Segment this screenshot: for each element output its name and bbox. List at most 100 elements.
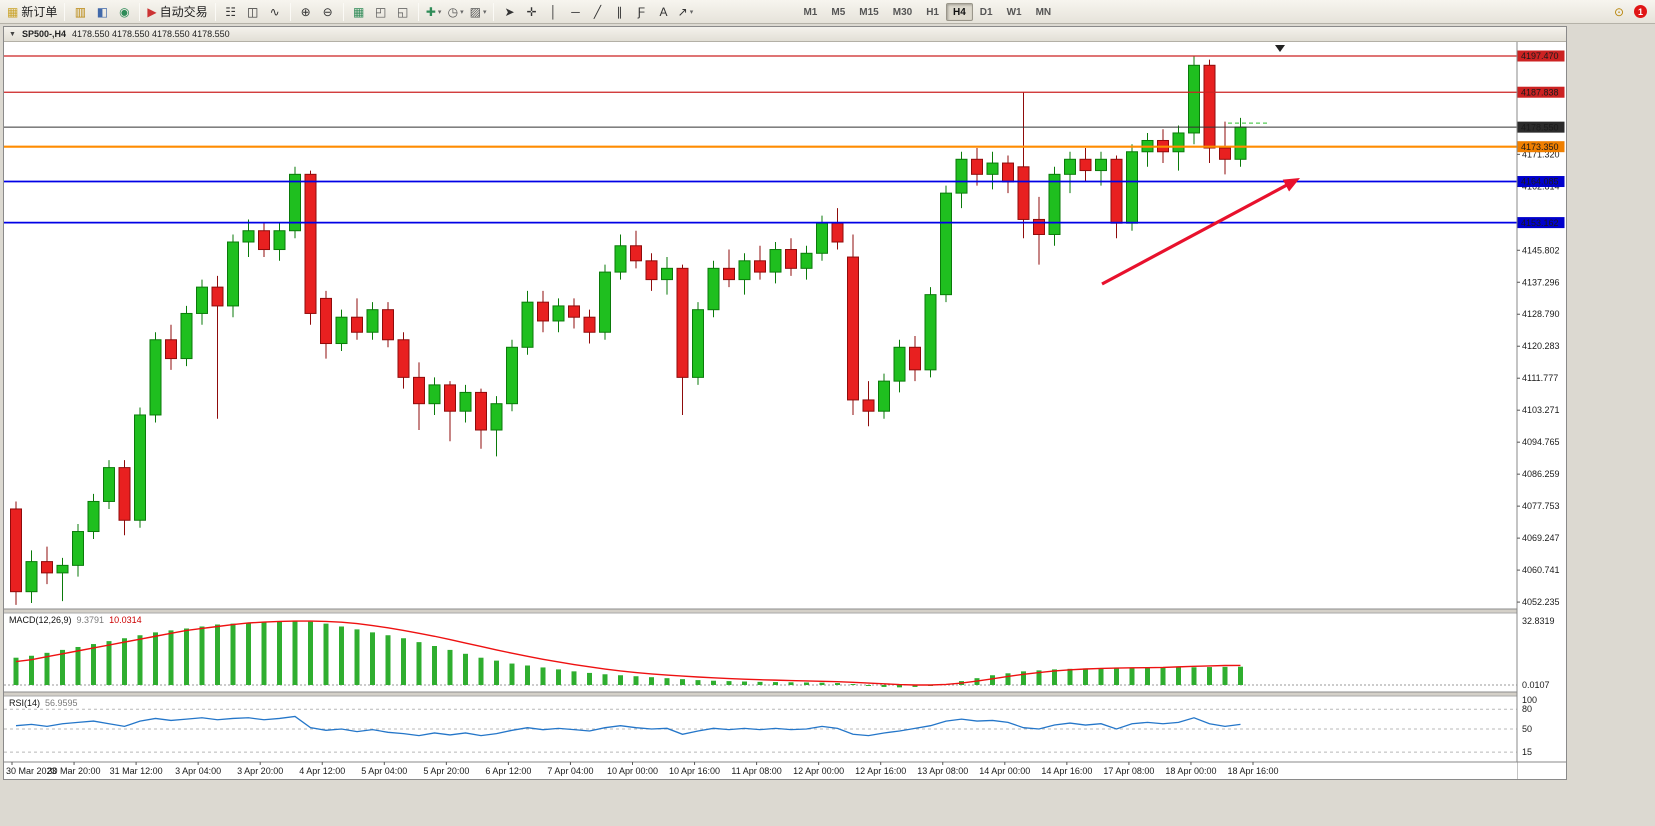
- bar-chart-icon: ☷: [225, 4, 236, 19]
- time-axis-label: 14 Apr 00:00: [979, 766, 1030, 776]
- tile-horizontal-button[interactable]: ◱: [392, 2, 414, 22]
- timeframe-m1[interactable]: M1: [803, 6, 818, 18]
- chart-title: SP500-,H4: [21, 29, 66, 39]
- arrows-icon: ↗: [677, 4, 688, 19]
- cursor-icon: ➤: [504, 4, 515, 19]
- tile-horizontal-icon: ◱: [396, 4, 409, 19]
- timeframe-mn[interactable]: MN: [1035, 6, 1052, 18]
- timeframe-d1[interactable]: D1: [979, 6, 993, 18]
- price-level-badge: [1517, 86, 1565, 98]
- charts-button[interactable]: ▥: [69, 2, 91, 22]
- main-chart-canvas[interactable]: 4171.3204162.8144145.8024137.2964128.790…: [4, 42, 1566, 779]
- price-axis-label: 4111.777: [1522, 373, 1558, 383]
- rsi-axis-label: 15: [1522, 747, 1532, 757]
- time-axis-label: 3 Apr 04:00: [175, 766, 221, 776]
- templates-button[interactable]: ▨ ▾: [467, 2, 490, 22]
- collapse-chart-icon[interactable]: ▼: [9, 30, 16, 38]
- crosshair-button[interactable]: ✛: [520, 2, 542, 22]
- rsi-axis-label: 100: [1522, 695, 1537, 705]
- macd-signal-line: [15, 620, 1241, 686]
- toolbar-separator: [417, 2, 419, 21]
- fibonacci-button[interactable]: Ƒ: [630, 2, 652, 22]
- price-axis-label: 4069.247: [1522, 533, 1560, 543]
- charts-icon: ▥: [74, 4, 87, 19]
- level-lines-layer[interactable]: [4, 55, 1517, 224]
- new-chart-icon: ✚: [425, 4, 436, 19]
- time-axis-label: 18 Apr 16:00: [1227, 766, 1278, 776]
- price-axis-label: 4060.741: [1522, 565, 1560, 575]
- periods-icon: ◷: [447, 4, 459, 19]
- crosshair-icon: ✛: [526, 4, 537, 19]
- timeframe-m5[interactable]: M5: [831, 6, 846, 18]
- toolbar-separator: [64, 2, 66, 21]
- price-axis-label: 4145.802: [1522, 245, 1560, 255]
- bar-chart-button[interactable]: ☷: [220, 2, 242, 22]
- horizontal-line-icon: ─: [571, 4, 580, 19]
- candlestick-button[interactable]: ◫: [242, 2, 264, 22]
- price-level-badge-label: 4197.470: [1521, 51, 1559, 61]
- trendline-icon: ╱: [593, 4, 602, 19]
- time-axis-label: 31 Mar 12:00: [110, 766, 163, 776]
- autotrading-button-label: 自动交易: [159, 5, 208, 19]
- time-axis[interactable]: [4, 762, 1517, 779]
- cascade-windows-button[interactable]: ◰: [370, 2, 392, 22]
- line-chart-button[interactable]: ∿: [264, 2, 286, 22]
- time-axis-label: 13 Apr 08:00: [917, 766, 968, 776]
- tile-windows-button[interactable]: ▦: [348, 2, 370, 22]
- new-chart-button[interactable]: ✚ ▾: [423, 2, 445, 22]
- tile-windows-icon: ▦: [352, 4, 365, 19]
- chart-shift-marker[interactable]: [1275, 45, 1285, 52]
- time-axis-label: 30 Mar 20:00: [48, 766, 101, 776]
- autotrading-button[interactable]: ▶ 自动交易: [144, 2, 210, 22]
- timeframe-m15[interactable]: M15: [859, 6, 879, 18]
- chart-body[interactable]: 4171.3204162.8144145.8024137.2964128.790…: [4, 42, 1566, 779]
- time-axis-label: 6 Apr 12:00: [485, 766, 531, 776]
- periods-button[interactable]: ◷ ▾: [445, 2, 467, 22]
- navigator-button[interactable]: ◉: [113, 2, 135, 22]
- time-axis-label: 3 Apr 20:00: [237, 766, 283, 776]
- panel-separator[interactable]: [4, 609, 1566, 613]
- zoom-in-button[interactable]: ⊕: [295, 2, 317, 22]
- price-axis-label: 4171.320: [1522, 149, 1560, 159]
- timeframe-group: M1 M5 M15 M30 H1 H4 D1 W1 MN: [796, 2, 1058, 21]
- time-axis-label: 17 Apr 08:00: [1103, 766, 1154, 776]
- candles-layer: [10, 56, 1247, 605]
- text-icon: A: [659, 4, 668, 19]
- channel-button[interactable]: ∥: [608, 2, 630, 22]
- timeframe-h4[interactable]: H4: [945, 2, 973, 21]
- toolbar-separator: [342, 2, 344, 21]
- vertical-line-button[interactable]: │: [542, 2, 564, 22]
- notification-badge[interactable]: 1: [1634, 5, 1647, 18]
- market-watch-button[interactable]: ◧: [91, 2, 113, 22]
- alerts-button[interactable]: ⊙: [1608, 2, 1630, 22]
- time-axis-label: 5 Apr 20:00: [423, 766, 469, 776]
- trendline-button[interactable]: ╱: [586, 2, 608, 22]
- zoom-out-icon: ⊖: [322, 4, 333, 19]
- toolbar-separator: [289, 2, 291, 21]
- new-order-button[interactable]: ▦ 新订单: [4, 2, 60, 22]
- time-axis-label: 7 Apr 04:00: [547, 766, 593, 776]
- macd-histogram: [13, 621, 1243, 688]
- panel-separator[interactable]: [4, 692, 1566, 696]
- time-axis-label: 12 Apr 00:00: [793, 766, 844, 776]
- timeframe-w1[interactable]: W1: [1006, 6, 1022, 18]
- rsi-line: [15, 715, 1241, 737]
- trend-arrow[interactable]: [1282, 178, 1300, 192]
- horizontal-line-button[interactable]: ─: [564, 2, 586, 22]
- timeframe-h1[interactable]: H1: [926, 6, 939, 18]
- time-axis-label: 12 Apr 16:00: [855, 766, 906, 776]
- cursor-button[interactable]: ➤: [498, 2, 520, 22]
- time-axis-label: 10 Apr 00:00: [607, 766, 658, 776]
- fibonacci-icon: Ƒ: [637, 4, 646, 19]
- time-axis-label: 30 Mar 2023: [6, 766, 57, 776]
- timeframe-m30[interactable]: M30: [892, 6, 913, 18]
- zoom-out-button[interactable]: ⊖: [317, 2, 339, 22]
- toolbar-separator: [214, 2, 216, 21]
- arrows-button[interactable]: ↗ ▾: [674, 2, 696, 22]
- price-axis-label: 4120.283: [1522, 341, 1560, 351]
- channel-icon: ∥: [616, 4, 623, 19]
- price-level-badge: [1517, 217, 1565, 229]
- price-axis[interactable]: [1517, 42, 1566, 779]
- text-button[interactable]: A: [652, 2, 674, 22]
